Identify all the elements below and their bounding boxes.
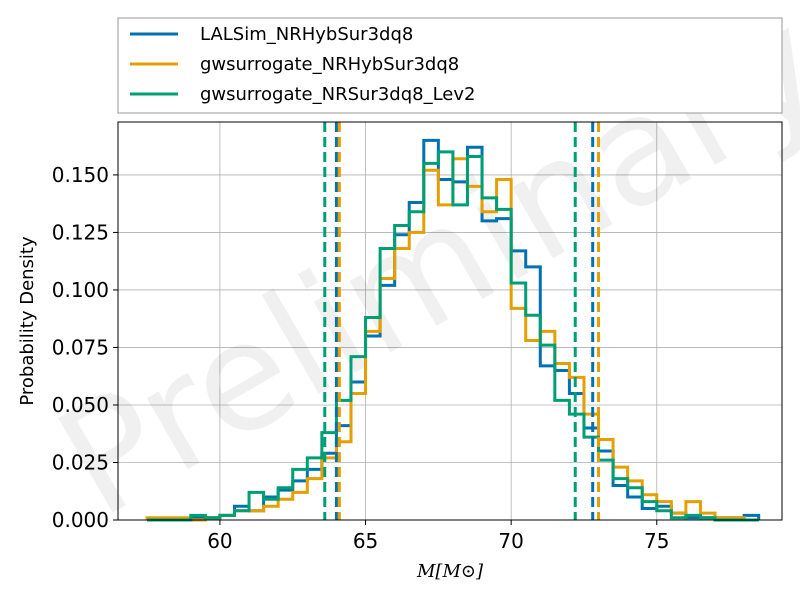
- histogram-bin: [453, 205, 468, 520]
- series-3: [147, 150, 759, 522]
- x-tick-label: 75: [644, 529, 669, 553]
- histogram-bin: [395, 226, 410, 520]
- histogram-bin: [642, 502, 657, 520]
- histogram-bin: [409, 212, 424, 520]
- histogram-bin: [497, 209, 512, 520]
- histogram-bin: [438, 152, 453, 520]
- histogram-bin: [555, 400, 570, 520]
- histogram-bin: [482, 198, 497, 520]
- histogram-bin: [584, 437, 599, 520]
- legend-box: [117, 17, 783, 114]
- histogram-bin: [264, 499, 279, 520]
- histogram-bin: [293, 469, 308, 520]
- legend-label: LALSim_NRHybSur3dq8: [200, 24, 413, 45]
- histogram-bin: [191, 515, 206, 520]
- legend-label: gwsurrogate_NRHybSur3dq8: [200, 54, 459, 75]
- x-axis-label: M[M⊙]: [416, 561, 484, 582]
- y-axis-ticks: 0.000 0.025 0.050 0.075 0.100 0.125 0.150: [52, 163, 118, 532]
- x-axis-ticks: 60 65 70 75: [207, 520, 669, 553]
- x-tick-label: 60: [207, 529, 232, 553]
- credible-interval-lines: [323, 122, 601, 520]
- histogram-bin: [351, 357, 366, 520]
- histogram-bin: [366, 318, 381, 520]
- legend-label: gwsurrogate_NRSur3dq8_Lev2: [200, 84, 475, 105]
- y-tick-label: 0.125: [52, 220, 109, 244]
- histogram-bin: [234, 511, 249, 520]
- y-tick-label: 0.025: [52, 450, 109, 474]
- y-tick-label: 0.100: [52, 278, 109, 302]
- histogram-bin: [220, 515, 235, 520]
- legend: LALSim_NRHybSur3dq8 gwsurrogate_NRHybSur3…: [117, 17, 783, 114]
- histogram-bin: [599, 460, 614, 520]
- histogram-bin: [657, 511, 672, 520]
- histogram-bin: [540, 345, 555, 520]
- y-tick-label: 0.050: [52, 393, 109, 417]
- histogram-bin: [307, 458, 322, 520]
- histogram-bin: [613, 479, 628, 520]
- histogram-bin: [686, 515, 701, 520]
- histogram-bin: [511, 283, 526, 520]
- y-tick-label: 0.000: [52, 508, 109, 532]
- histogram-bin: [278, 488, 293, 520]
- histogram-step-line: [147, 150, 759, 522]
- series-group: [145, 138, 761, 522]
- histogram-bin: [424, 163, 439, 520]
- y-tick-label: 0.075: [52, 335, 109, 359]
- x-tick-label: 70: [498, 529, 523, 553]
- histogram-bin: [467, 157, 482, 520]
- histogram-bin: [628, 488, 643, 520]
- y-axis-label: Probability Density: [17, 236, 38, 406]
- y-tick-label: 0.150: [52, 163, 109, 187]
- histogram-bin: [249, 492, 264, 520]
- x-tick-label: 65: [353, 529, 378, 553]
- histogram-bin: [380, 249, 395, 520]
- plot-frame: [117, 121, 783, 521]
- histogram-bin: [526, 315, 541, 520]
